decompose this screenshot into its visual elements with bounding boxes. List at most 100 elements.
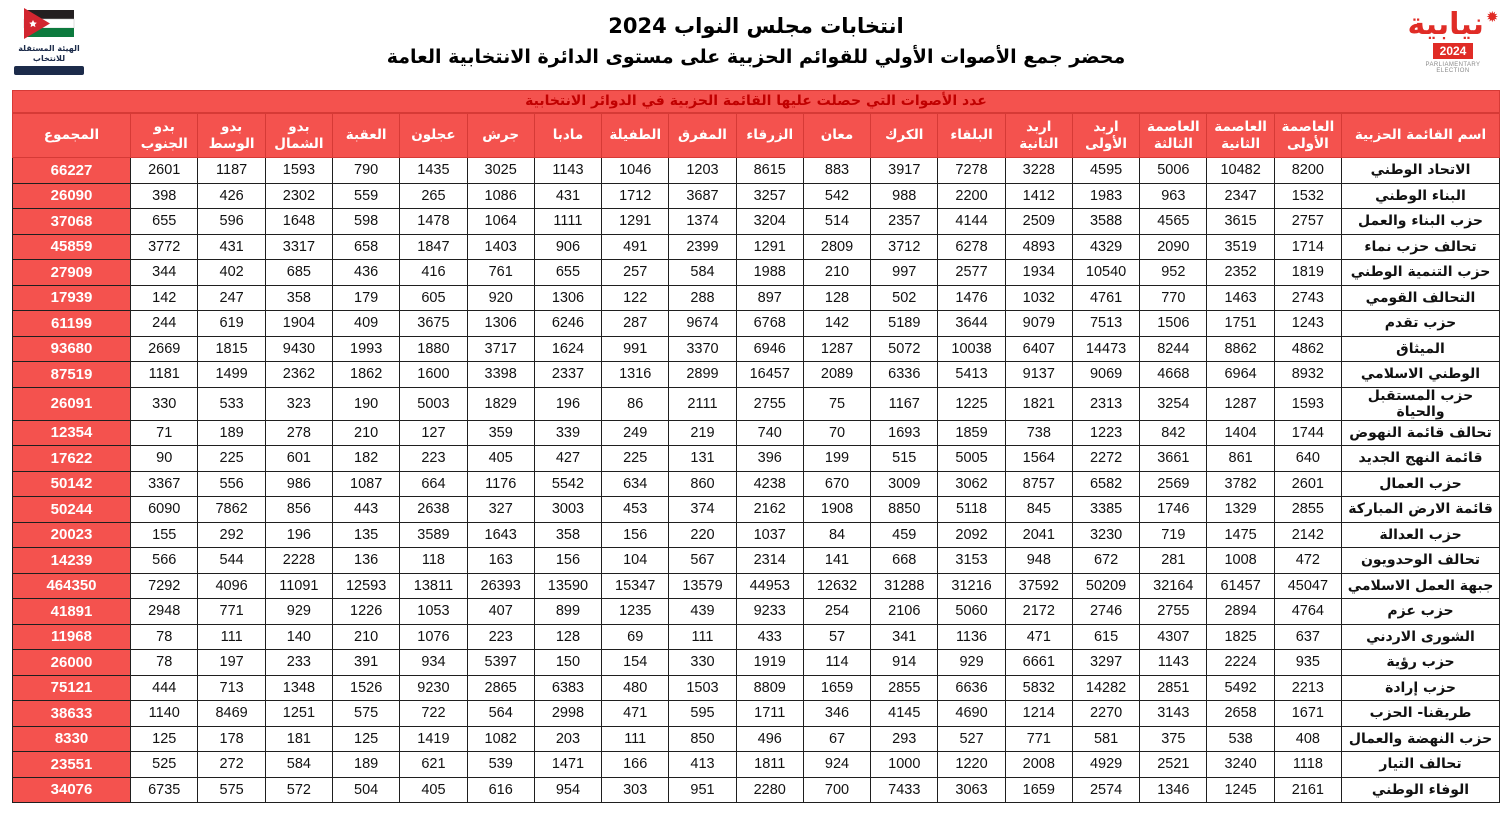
vote-cell-d12: 1111 bbox=[533, 208, 603, 235]
vote-cell-d5: 1412 bbox=[1004, 182, 1073, 209]
vote-cell-d16: 358 bbox=[264, 284, 334, 311]
vote-cell-d15: 190 bbox=[332, 386, 401, 421]
vote-cell-d10: 9674 bbox=[668, 310, 737, 337]
vote-cell-d15: 1526 bbox=[332, 674, 401, 701]
vote-cell-d14: 127 bbox=[399, 419, 468, 446]
vote-cell-d1: 2601 bbox=[1273, 470, 1343, 497]
vote-cell-d13: 5397 bbox=[466, 649, 535, 676]
vote-cell-d3: 4307 bbox=[1139, 623, 1208, 650]
vote-cell-d1: 1744 bbox=[1273, 419, 1343, 446]
vote-cell-d18: 6735 bbox=[129, 776, 199, 803]
vote-cell-d15: 189 bbox=[332, 751, 401, 778]
vote-cell-d13: 1643 bbox=[466, 521, 535, 548]
vote-cell-d11: 471 bbox=[601, 700, 670, 727]
vote-cell-d11: 156 bbox=[601, 521, 670, 548]
vote-cell-d9: 1037 bbox=[735, 521, 804, 548]
vote-cell-d15: 391 bbox=[332, 649, 401, 676]
document-header: الهيئة المستقلة للانتخاب انتخابات مجلس ا… bbox=[0, 0, 1512, 90]
column-header-d9: الزرقاء bbox=[735, 113, 804, 158]
vote-cell-d18: 244 bbox=[129, 310, 199, 337]
vote-cell-d2: 1329 bbox=[1206, 496, 1275, 523]
vote-cell-d8: 514 bbox=[802, 208, 872, 235]
vote-cell-d1: 1118 bbox=[1273, 751, 1343, 778]
party-name-cell: الميثاق bbox=[1341, 335, 1500, 362]
vote-cell-d16: 323 bbox=[264, 386, 334, 421]
vote-cell-d4: 615 bbox=[1071, 623, 1141, 650]
column-header-d3: العاصمة الثالثة bbox=[1139, 113, 1208, 158]
table-row: الميثاق 4862 8862 8244 14473 6407 10038 5072 128… bbox=[12, 335, 1500, 362]
vote-cell-d4: 3588 bbox=[1071, 208, 1141, 235]
vote-cell-d3: 1506 bbox=[1139, 310, 1208, 337]
total-cell: 17939 bbox=[12, 284, 131, 311]
party-name-cell: حزب التنمية الوطني bbox=[1341, 259, 1500, 286]
column-header-d18: بدو الجنوب bbox=[129, 113, 199, 158]
vote-cell-d18: 3367 bbox=[129, 470, 199, 497]
vote-cell-d9: 16457 bbox=[735, 361, 804, 388]
vote-cell-d6: 4144 bbox=[937, 208, 1006, 235]
vote-cell-d16: 9430 bbox=[264, 335, 334, 362]
vote-cell-d18: 78 bbox=[129, 649, 199, 676]
vote-cell-d9: 2162 bbox=[735, 496, 804, 523]
table-row: حزب العدالة 2142 1475 719 3230 2041 2092 459 84 1… bbox=[12, 521, 1500, 548]
logo-caption: PARLIAMENTARY ELECTION bbox=[1425, 62, 1481, 74]
vote-cell-d1: 935 bbox=[1273, 649, 1343, 676]
vote-cell-d5: 471 bbox=[1004, 623, 1073, 650]
vote-cell-d16: 181 bbox=[264, 725, 334, 752]
vote-cell-d4: 2574 bbox=[1071, 776, 1141, 803]
vote-cell-d16: 1648 bbox=[264, 208, 334, 235]
vote-cell-d6: 6636 bbox=[937, 674, 1006, 701]
vote-cell-d17: 4096 bbox=[197, 572, 266, 599]
vote-cell-d14: 118 bbox=[399, 547, 468, 574]
table-row: حزب المستقبل والحياة 1593 1287 3254 2313 1821… bbox=[12, 386, 1500, 421]
vote-cell-d8: 346 bbox=[802, 700, 872, 727]
vote-cell-d3: 8244 bbox=[1139, 335, 1208, 362]
vote-cell-d15: 559 bbox=[332, 182, 401, 209]
column-header-d13: جرش bbox=[466, 113, 535, 158]
vote-cell-d12: 427 bbox=[533, 445, 603, 472]
total-cell: 41891 bbox=[12, 598, 131, 625]
vote-cell-d13: 26393 bbox=[466, 572, 535, 599]
vote-cell-d1: 45047 bbox=[1273, 572, 1343, 599]
vote-cell-d13: 163 bbox=[466, 547, 535, 574]
total-cell: 34076 bbox=[12, 776, 131, 803]
vote-cell-d18: 344 bbox=[129, 259, 199, 286]
vote-cell-d3: 1746 bbox=[1139, 496, 1208, 523]
vote-cell-d1: 8200 bbox=[1273, 157, 1343, 184]
vote-cell-d5: 771 bbox=[1004, 725, 1073, 752]
vote-cell-d15: 12593 bbox=[332, 572, 401, 599]
iec-flag-emblem bbox=[23, 8, 75, 39]
vote-cell-d2: 1825 bbox=[1206, 623, 1275, 650]
vote-cell-d14: 9230 bbox=[399, 674, 468, 701]
vote-cell-d13: 407 bbox=[466, 598, 535, 625]
vote-cell-d4: 581 bbox=[1071, 725, 1141, 752]
vote-cell-d13: 1086 bbox=[466, 182, 535, 209]
vote-cell-d16: 929 bbox=[264, 598, 334, 625]
niabiya-wordmark: نيابية bbox=[1407, 7, 1484, 42]
vote-cell-d5: 3228 bbox=[1004, 157, 1073, 184]
vote-cell-d7: 3009 bbox=[870, 470, 939, 497]
vote-cell-d5: 6407 bbox=[1004, 335, 1073, 362]
vote-cell-d6: 10038 bbox=[937, 335, 1006, 362]
vote-cell-d15: 1993 bbox=[332, 335, 401, 362]
vote-cell-d17: 197 bbox=[197, 649, 266, 676]
vote-cell-d15: 136 bbox=[332, 547, 401, 574]
vote-cell-d2: 6964 bbox=[1206, 361, 1275, 388]
vote-cell-d18: 78 bbox=[129, 623, 199, 650]
vote-cell-d4: 2746 bbox=[1071, 598, 1141, 625]
total-cell: 8330 bbox=[12, 725, 131, 752]
vote-cell-d11: 634 bbox=[601, 470, 670, 497]
vote-cell-d5: 6661 bbox=[1004, 649, 1073, 676]
vote-cell-d15: 210 bbox=[332, 623, 401, 650]
vote-cell-d2: 1751 bbox=[1206, 310, 1275, 337]
vote-cell-d2: 1008 bbox=[1206, 547, 1275, 574]
vote-cell-d5: 1214 bbox=[1004, 700, 1073, 727]
vote-cell-d11: 154 bbox=[601, 649, 670, 676]
vote-cell-d17: 292 bbox=[197, 521, 266, 548]
table-row: قائمة النهج الجديد 640 861 3661 2272 1564 5005… bbox=[12, 445, 1500, 472]
vote-cell-d1: 2743 bbox=[1273, 284, 1343, 311]
vote-cell-d16: 685 bbox=[264, 259, 334, 286]
vote-cell-d15: 409 bbox=[332, 310, 401, 337]
vote-cell-d7: 2855 bbox=[870, 674, 939, 701]
vote-cell-d6: 2092 bbox=[937, 521, 1006, 548]
results-table: اسم القائمة الحزبية العاصمة الأولى العاصمة… bbox=[12, 113, 1500, 803]
